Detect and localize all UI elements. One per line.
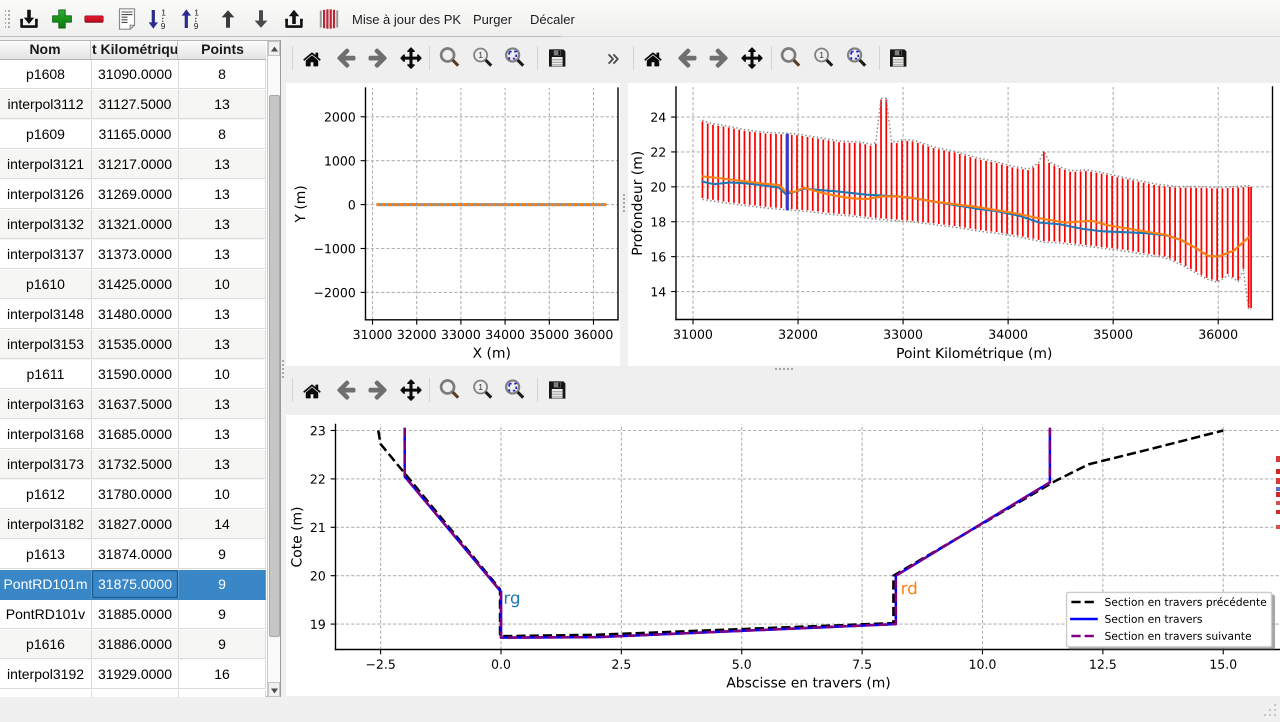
svg-text:9: 9	[194, 21, 199, 31]
svg-text:1: 1	[478, 50, 483, 60]
svg-text:1: 1	[194, 7, 199, 17]
svg-text:9: 9	[161, 21, 166, 31]
svg-text:1: 1	[161, 7, 166, 17]
svg-text:1: 1	[819, 50, 824, 60]
svg-text:1: 1	[478, 382, 483, 392]
